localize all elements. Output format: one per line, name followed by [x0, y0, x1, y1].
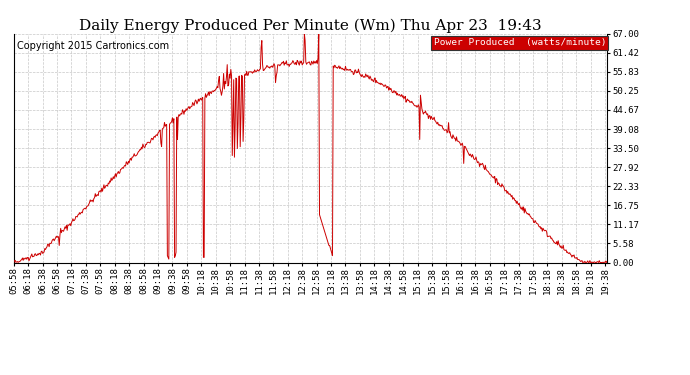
Text: Power Produced  (watts/minute): Power Produced (watts/minute): [433, 38, 606, 47]
Title: Daily Energy Produced Per Minute (Wm) Thu Apr 23  19:43: Daily Energy Produced Per Minute (Wm) Th…: [79, 18, 542, 33]
Text: Copyright 2015 Cartronics.com: Copyright 2015 Cartronics.com: [17, 40, 169, 51]
